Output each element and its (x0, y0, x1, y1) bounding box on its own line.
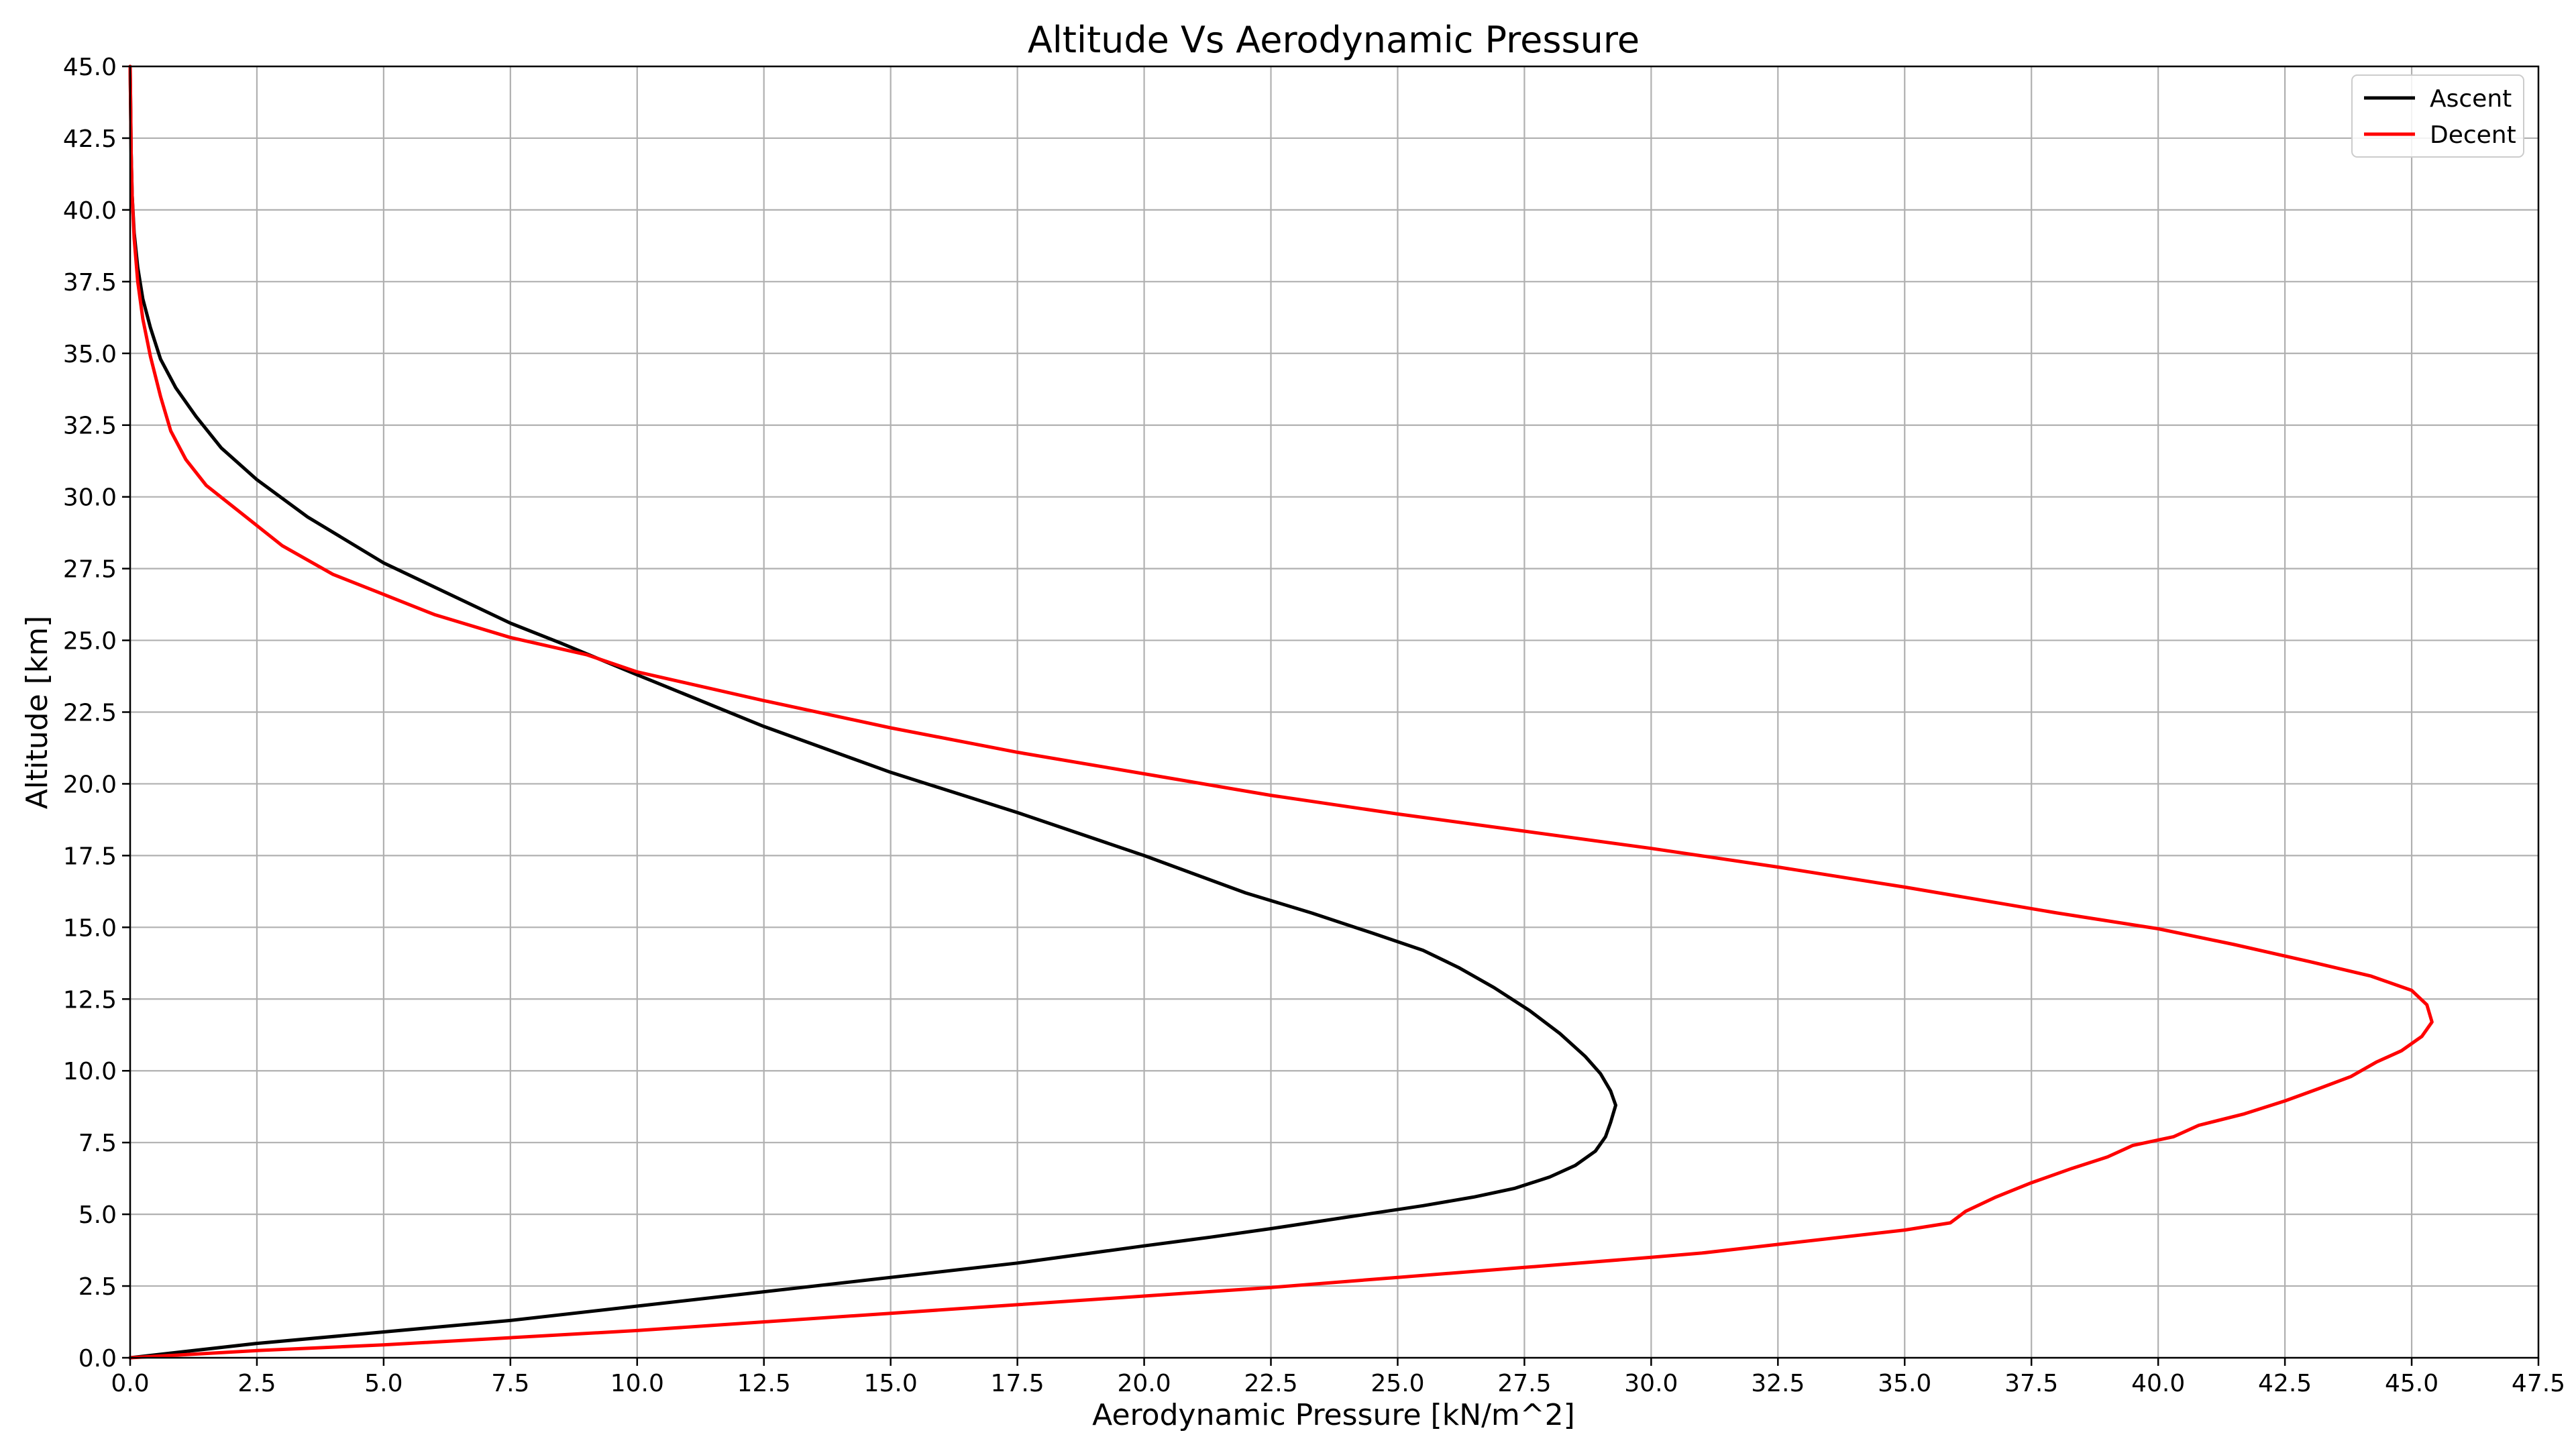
y-axis: 0.0 2.5 5.0 7.5 10.0 12.5 15.0 17.5 20.0 22.5 25.0… (63, 54, 130, 1373)
y-tick-label: 7.5 (78, 1130, 117, 1157)
x-tick-label: 37.5 (2004, 1370, 2058, 1397)
x-tick-label: 15.0 (864, 1370, 918, 1397)
y-tick-label: 27.5 (63, 556, 117, 584)
y-tick-label: 0.0 (78, 1345, 117, 1373)
x-tick-label: 20.0 (1118, 1370, 1171, 1397)
x-tick-label: 30.0 (1624, 1370, 1678, 1397)
y-tick-label: 45.0 (63, 54, 117, 81)
legend-label-decent: Decent (2430, 121, 2516, 149)
x-tick-label: 12.5 (737, 1370, 791, 1397)
x-tick-label: 40.0 (2131, 1370, 2185, 1397)
x-tick-label: 42.5 (2258, 1370, 2312, 1397)
y-tick-label: 10.0 (63, 1058, 117, 1085)
y-tick-label: 25.0 (63, 628, 117, 655)
x-tick-label: 27.5 (1497, 1370, 1551, 1397)
series-line-ascent (128, 64, 1617, 1360)
x-axis: 0.0 2.5 5.0 7.5 10.0 12.5 15.0 17.5 20.0 22.5 25.0… (111, 1358, 2565, 1397)
y-tick-label: 37.5 (63, 269, 117, 297)
y-tick-label: 20.0 (63, 771, 117, 798)
x-tick-label: 17.5 (991, 1370, 1044, 1397)
x-tick-label: 5.0 (364, 1370, 402, 1397)
y-tick-label: 22.5 (63, 700, 117, 727)
x-tick-label: 25.0 (1371, 1370, 1424, 1397)
legend: Ascent Decent (2351, 74, 2524, 158)
x-tick-label: 0.0 (111, 1370, 149, 1397)
y-tick-label: 42.5 (63, 125, 117, 153)
y-tick-label: 12.5 (63, 986, 117, 1014)
x-tick-label: 22.5 (1244, 1370, 1297, 1397)
x-tick-label: 32.5 (1751, 1370, 1805, 1397)
y-tick-label: 40.0 (63, 197, 117, 225)
y-tick-label: 32.5 (63, 413, 117, 440)
x-tick-label: 2.5 (237, 1370, 276, 1397)
chart-title: Altitude Vs Aerodynamic Pressure (1028, 19, 1640, 61)
x-tick-label: 47.5 (2512, 1370, 2565, 1397)
y-axis-label: Altitude [km] (20, 616, 54, 810)
y-tick-label: 17.5 (63, 843, 117, 870)
x-tick-label: 7.5 (491, 1370, 529, 1397)
series-layer (128, 64, 2434, 1360)
x-tick-label: 45.0 (2385, 1370, 2438, 1397)
legend-label-ascent: Ascent (2430, 85, 2512, 113)
y-tick-label: 5.0 (78, 1201, 117, 1229)
y-tick-label: 15.0 (63, 914, 117, 942)
x-tick-label: 35.0 (1878, 1370, 1931, 1397)
y-tick-label: 35.0 (63, 341, 117, 368)
x-tick-label: 10.0 (610, 1370, 664, 1397)
y-tick-label: 30.0 (63, 484, 117, 512)
legend-box (2351, 74, 2524, 158)
x-axis-label: Aerodynamic Pressure [kN/m^2] (1092, 1398, 1575, 1432)
y-tick-label: 2.5 (78, 1273, 117, 1301)
series-line-decent (128, 64, 2434, 1360)
